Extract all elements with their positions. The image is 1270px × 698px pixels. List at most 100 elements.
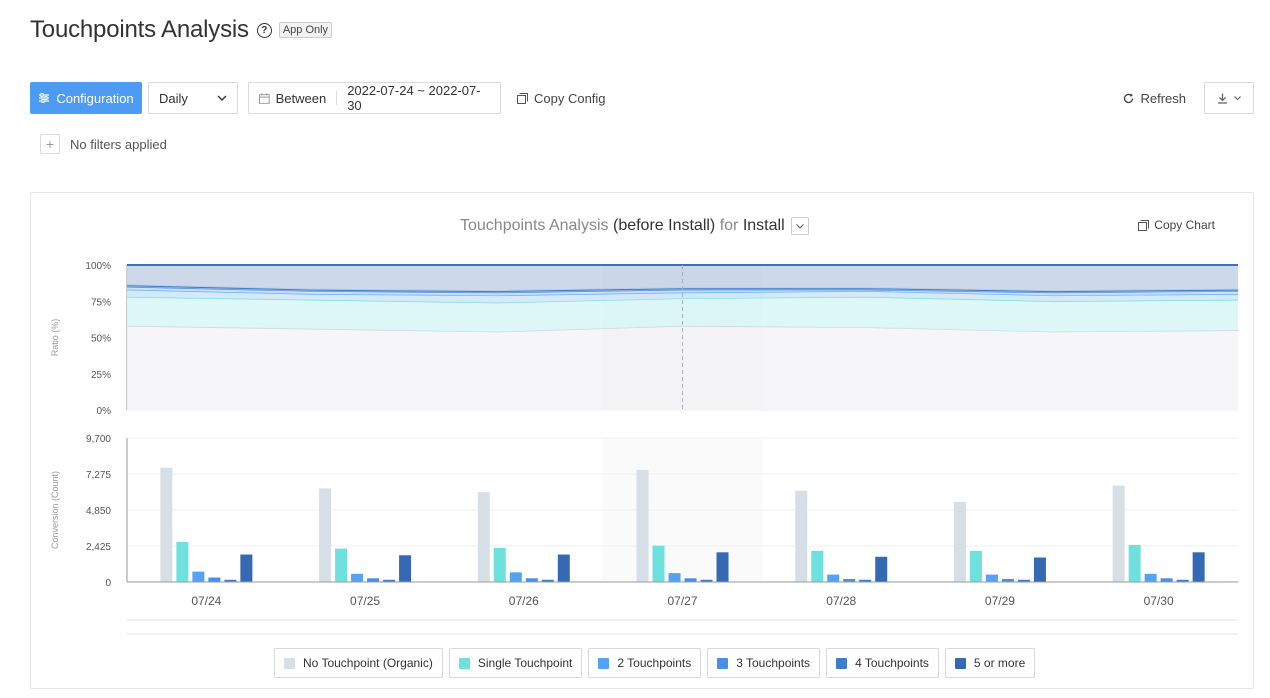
- x-tick-label: 07/25: [350, 594, 380, 608]
- legend-item[interactable]: Single Touchpoint: [448, 648, 583, 678]
- bar-5-0: [240, 554, 253, 582]
- bar-3-5: [1001, 579, 1014, 582]
- toolbar: Configuration Daily Between 2022-07-24 ~…: [30, 82, 1254, 114]
- bar-2-6: [1144, 573, 1157, 582]
- configuration-button[interactable]: Configuration: [30, 82, 142, 114]
- copy-icon: [517, 92, 528, 104]
- y-tick-label: 0%: [97, 406, 112, 417]
- chart-card: Touchpoints Analysis (before Install) fo…: [30, 192, 1254, 689]
- bar-5-3: [716, 552, 729, 582]
- chart-title-part4: Install: [742, 217, 785, 234]
- y-axis-title: Ratio (%): [50, 319, 60, 357]
- bar-2-3: [668, 573, 681, 582]
- bar-2-1: [351, 573, 364, 582]
- page-title: Touchpoints Analysis: [30, 16, 249, 43]
- y-tick-label: 50%: [91, 334, 111, 345]
- chart-title-part1: Touchpoints Analysis: [460, 217, 609, 234]
- refresh-label: Refresh: [1140, 90, 1186, 106]
- legend-item[interactable]: 3 Touchpoints: [707, 648, 821, 678]
- page-header: Touchpoints Analysis ? App Only: [30, 16, 333, 44]
- filters-bar: + No filters applied: [40, 134, 167, 154]
- copy-config-label: Copy Config: [534, 90, 606, 106]
- bar-4-2: [541, 579, 554, 582]
- legend-label: 2 Touchpoints: [617, 656, 692, 670]
- legend-item[interactable]: 2 Touchpoints: [588, 648, 702, 678]
- touchpoints-chart: 100% 75% 50% 25% 0% Ratio (%) 9,700 7,275 4,850 2…: [50, 261, 1239, 635]
- chart-title: Touchpoints Analysis (before Install) fo…: [460, 217, 809, 235]
- bar-5-2: [557, 554, 570, 582]
- legend-label: 5 or more: [973, 656, 1026, 670]
- bar-4-6: [1176, 579, 1189, 582]
- bar-1-0: [176, 541, 189, 582]
- bar-5-5: [1033, 557, 1046, 582]
- bar-1-2: [493, 547, 506, 582]
- add-filter-button[interactable]: +: [40, 134, 60, 154]
- legend-swatch: [458, 657, 470, 669]
- event-select-button[interactable]: [790, 217, 809, 235]
- bar-2-5: [985, 574, 998, 582]
- legend-swatch: [598, 657, 610, 669]
- date-range-picker[interactable]: Between 2022-07-24 ~ 2022-07-30: [248, 82, 501, 114]
- bar-5-6: [1192, 552, 1205, 582]
- bar-3-1: [367, 578, 380, 582]
- sliders-icon: [39, 93, 50, 103]
- legend-swatch: [836, 657, 848, 669]
- legend-item[interactable]: 5 or more: [944, 648, 1036, 678]
- date-divider: [336, 91, 338, 105]
- refresh-button[interactable]: Refresh: [1123, 82, 1186, 114]
- chevron-down-icon: [795, 223, 804, 229]
- date-mode: Between: [275, 90, 327, 106]
- bar-4-0: [224, 579, 237, 582]
- bar-0-2: [477, 492, 490, 582]
- period-value: Daily: [159, 90, 188, 106]
- bar-4-3: [700, 579, 713, 582]
- bar-0-5: [953, 501, 966, 582]
- area-series-3: [127, 286, 1238, 296]
- bar-0-1: [319, 488, 332, 582]
- date-range-value: 2022-07-24 ~ 2022-07-30: [347, 83, 481, 113]
- bar-4-5: [1017, 579, 1030, 582]
- legend-swatch: [284, 657, 295, 669]
- x-tick-label: 07/30: [1144, 594, 1174, 608]
- chart-title-part3: for: [719, 217, 739, 234]
- legend-swatch: [954, 657, 966, 669]
- configuration-label: Configuration: [56, 90, 134, 106]
- legend-label: 4 Touchpoints: [855, 656, 929, 670]
- copy-config-button[interactable]: Copy Config: [517, 82, 606, 114]
- calendar-icon: [259, 92, 270, 104]
- chart-title-part2: (before Install): [612, 217, 716, 234]
- bar-0-0: [160, 467, 173, 582]
- copy-chart-label: Copy Chart: [1154, 218, 1215, 232]
- legend-label: Single Touchpoint: [477, 656, 573, 670]
- bar-0-3: [636, 469, 649, 582]
- bar-1-4: [811, 550, 824, 582]
- y-tick-label: 7,275: [86, 470, 111, 481]
- y-tick-label: 9,700: [86, 434, 111, 445]
- y-tick-label: 75%: [91, 297, 111, 308]
- bar-1-5: [969, 550, 982, 582]
- help-icon[interactable]: ?: [256, 22, 272, 38]
- bar-4-1: [383, 579, 396, 582]
- bar-5-1: [399, 555, 412, 582]
- bar-1-3: [652, 545, 665, 582]
- bar-3-4: [843, 579, 856, 582]
- download-icon: [1218, 93, 1227, 104]
- bar-0-6: [1112, 485, 1125, 582]
- y-tick-label: 25%: [91, 370, 111, 381]
- period-select[interactable]: Daily: [148, 82, 238, 114]
- download-button[interactable]: [1204, 82, 1254, 114]
- legend-item[interactable]: No Touchpoint (Organic): [274, 648, 443, 678]
- y-tick-label: 2,425: [86, 542, 111, 553]
- refresh-icon: [1124, 93, 1134, 103]
- bar-5-4: [875, 556, 888, 582]
- legend-label: No Touchpoint (Organic): [303, 656, 433, 670]
- legend-item[interactable]: 4 Touchpoints: [826, 648, 939, 678]
- copy-icon: [1138, 219, 1150, 231]
- chevron-down-icon: [217, 95, 227, 101]
- x-tick-label: 07/29: [985, 594, 1015, 608]
- area-series-5: [127, 265, 1238, 292]
- x-tick-label: 07/26: [509, 594, 539, 608]
- x-tick-label: 07/24: [191, 594, 221, 608]
- x-tick-label: 07/28: [826, 594, 856, 608]
- copy-chart-button[interactable]: Copy Chart: [1138, 218, 1215, 232]
